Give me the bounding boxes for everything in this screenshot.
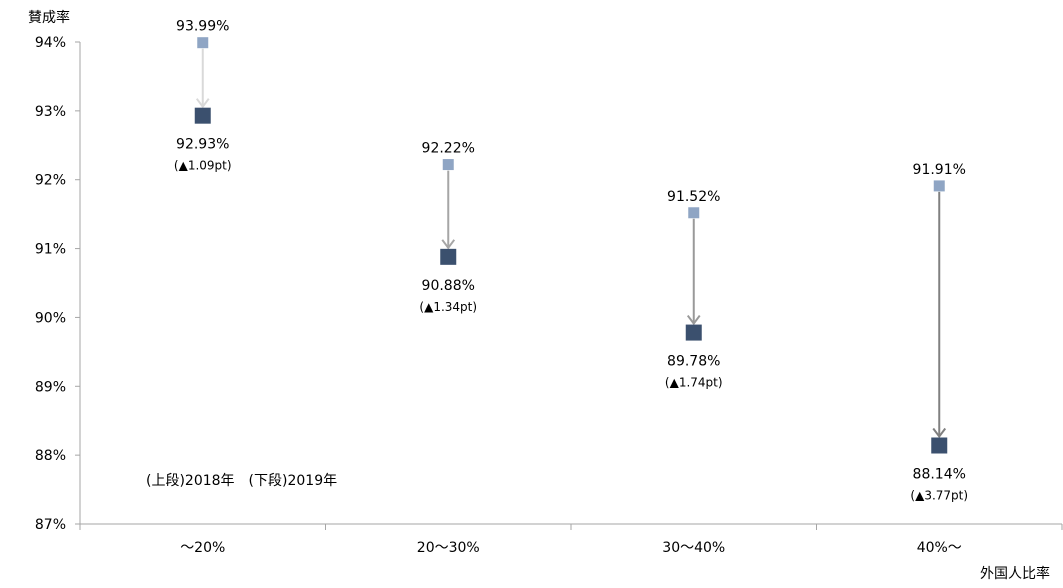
y-tick-label: 91%	[35, 242, 66, 258]
x-tick-label: 30～40%	[662, 540, 725, 556]
point-2019	[440, 248, 457, 265]
data-label-2019: 89.78%	[667, 354, 720, 370]
point-2018	[933, 180, 945, 192]
data-label-2019: 92.93%	[176, 137, 229, 153]
point-2019	[931, 437, 948, 454]
point-2019	[194, 107, 211, 124]
y-axis-title: 賛成率	[28, 9, 70, 26]
data-label-2018: 92.22%	[422, 141, 475, 157]
x-tick-label: ～20%	[180, 540, 225, 556]
y-tick-label: 94%	[35, 35, 66, 51]
y-tick-label: 93%	[35, 104, 66, 120]
change-arrow-head	[686, 314, 701, 326]
legend-text: (上段)2018年 (下段)2019年	[146, 473, 337, 489]
x-tick-label: 40%～	[917, 540, 962, 556]
data-label-2019: 88.14%	[913, 467, 966, 483]
y-tick-label: 88%	[35, 448, 66, 464]
data-label-2018: 91.91%	[913, 162, 966, 178]
change-label: (▲1.34pt)	[419, 300, 477, 314]
change-arrow-head	[195, 98, 210, 109]
point-2019	[685, 324, 702, 341]
y-tick-label: 89%	[35, 379, 66, 395]
y-tick-label: 87%	[35, 517, 66, 533]
y-tick-label: 92%	[35, 173, 66, 189]
point-2018	[197, 37, 209, 49]
point-2018	[688, 207, 700, 219]
change-arrow-head	[441, 239, 456, 250]
x-tick-label: 20～30%	[417, 540, 480, 556]
y-tick-label: 90%	[35, 310, 66, 326]
data-label-2018: 91.52%	[667, 189, 720, 205]
data-label-2019: 90.88%	[422, 278, 475, 294]
change-arrow-head	[932, 427, 947, 439]
point-2018	[442, 159, 454, 171]
change-label: (▲1.09pt)	[174, 159, 232, 173]
data-label-2018: 93.99%	[176, 19, 229, 35]
change-label: (▲1.74pt)	[665, 376, 723, 390]
x-axis-title: 外国人比率	[980, 565, 1050, 582]
change-label: (▲3.77pt)	[910, 489, 968, 503]
